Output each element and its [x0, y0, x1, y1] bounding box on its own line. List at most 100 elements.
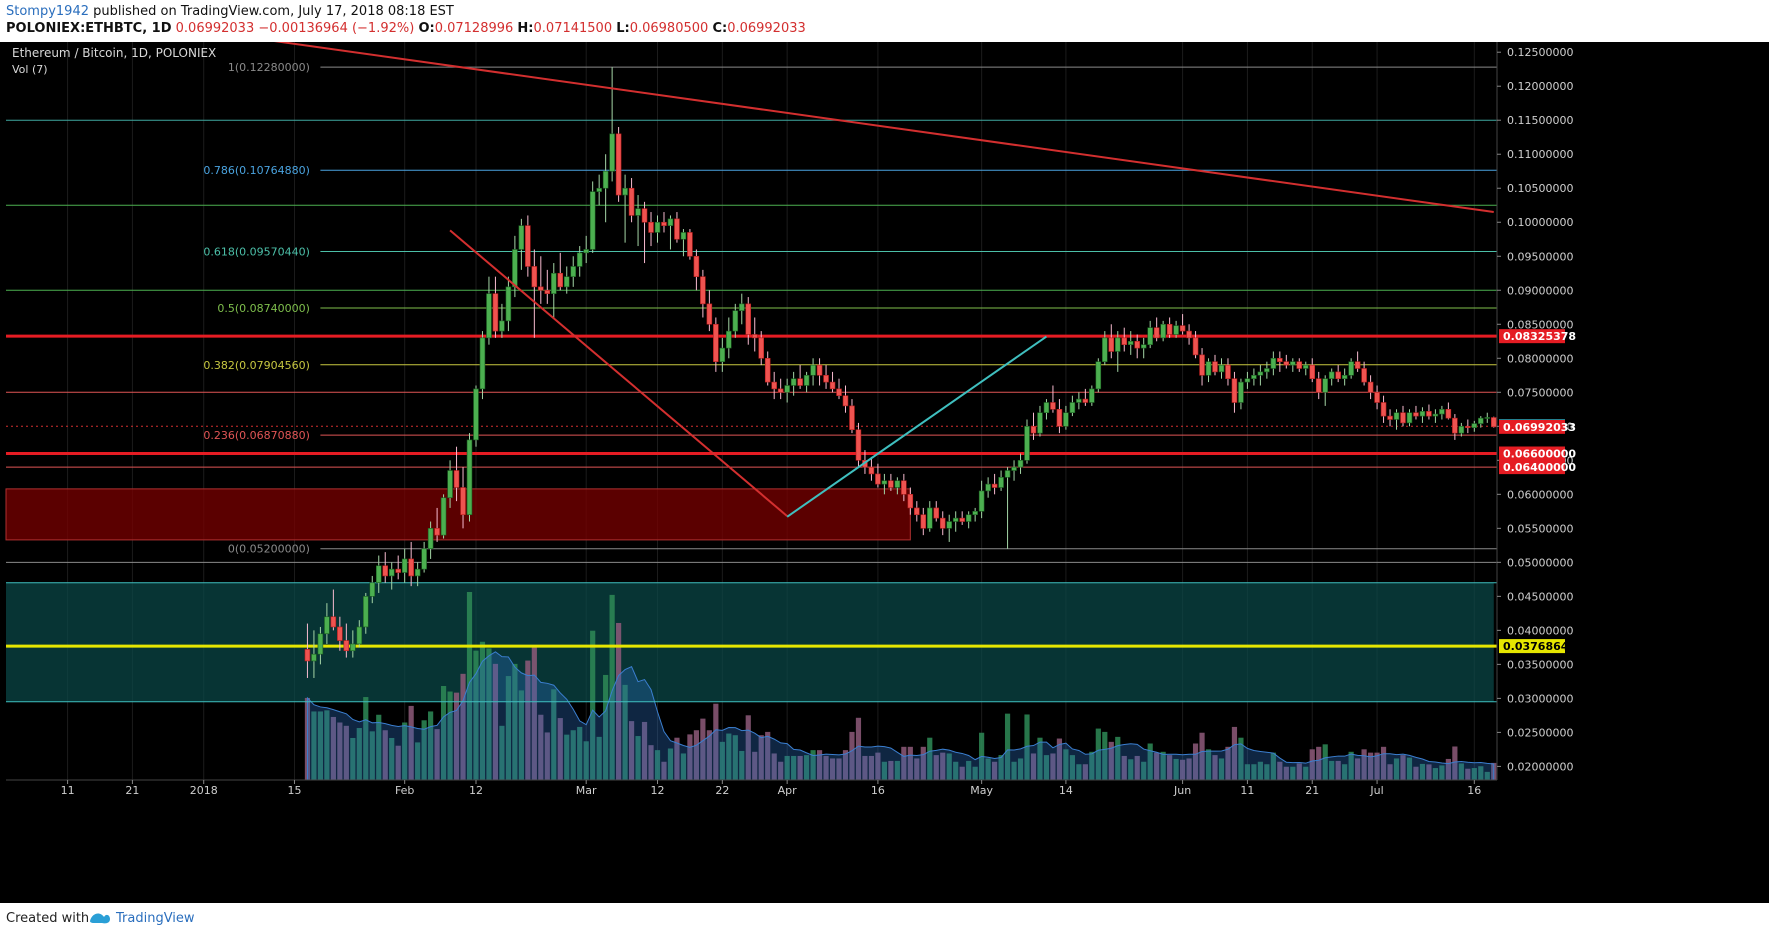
candle-down — [557, 272, 564, 288]
volume-bar — [868, 755, 875, 780]
volume-bar — [933, 755, 939, 780]
volume-bar — [901, 746, 907, 780]
volume-bar — [1264, 764, 1270, 780]
candle-down — [1166, 323, 1173, 335]
candle-up — [414, 568, 421, 577]
price-axis-label: 0.02000000 — [1507, 760, 1573, 773]
candle-up — [1419, 411, 1426, 417]
candle-up — [499, 320, 505, 332]
candle-up — [1406, 412, 1413, 424]
candle-down — [330, 616, 337, 628]
tradingview-logo-icon — [90, 913, 110, 924]
volume-bar — [1043, 755, 1050, 780]
volume-bar — [842, 750, 849, 780]
volume-bar — [1037, 737, 1043, 780]
volume-bar — [1380, 746, 1387, 780]
volume-bar — [719, 741, 725, 780]
candle-up — [732, 310, 739, 332]
candle-up — [1302, 364, 1309, 369]
candle-up — [1011, 466, 1017, 471]
volume-bar — [791, 755, 797, 780]
price-axis-label: 0.04000000 — [1507, 624, 1573, 637]
volume-bar — [1017, 758, 1024, 780]
volume-bar — [953, 761, 959, 780]
volume-bar — [1082, 764, 1088, 780]
high-value: 0.07141500 — [533, 21, 613, 36]
candle-down — [1335, 371, 1341, 379]
volume-bar — [1361, 749, 1367, 780]
volume-bar — [1257, 761, 1263, 780]
time-axis-label: Jun — [1173, 784, 1191, 797]
volume-bar — [1102, 731, 1108, 780]
zone-rectangle — [5, 488, 911, 541]
volume-bar — [732, 735, 738, 780]
candle-down — [797, 378, 803, 386]
candle-up — [1439, 408, 1445, 415]
candle-up — [1160, 323, 1166, 339]
volume-bar — [1290, 766, 1296, 780]
candle-up — [1102, 337, 1108, 362]
candle-up — [1115, 337, 1121, 352]
candle-up — [803, 374, 810, 386]
zone-rectangle — [6, 582, 1494, 702]
volume-bar — [389, 737, 395, 780]
author-link[interactable]: Stompy1942 — [6, 4, 89, 19]
candle-down — [1400, 412, 1406, 424]
price-axis-label: 0.07500000 — [1507, 386, 1573, 399]
volume-bar — [583, 741, 589, 780]
volume-bar — [778, 761, 784, 780]
price-tag-label: 0.06600000 — [1503, 448, 1576, 461]
volume-bar — [466, 592, 473, 780]
candle-down — [1315, 378, 1322, 393]
candle-down — [829, 381, 836, 390]
volume-bar — [1367, 752, 1374, 780]
candle-down — [706, 303, 713, 325]
volume-bar — [855, 717, 862, 780]
volume-bar — [382, 730, 388, 780]
candle-up — [726, 330, 732, 349]
volume-bar — [1309, 749, 1315, 780]
price-axis-label: 0.05500000 — [1507, 522, 1573, 535]
candle-up — [1043, 402, 1050, 414]
candle-down — [1490, 417, 1497, 428]
candle-down — [538, 286, 544, 291]
candle-up — [609, 133, 615, 172]
volume-bar — [570, 730, 576, 780]
volume-bar — [343, 725, 349, 780]
price-chart[interactable]: 1(0.12280000) 0.786(0.10764880) 0.618(0.09… — [0, 42, 1769, 903]
price-tag-label: 0.08325378 — [1503, 330, 1576, 343]
volume-bar — [551, 689, 557, 780]
candle-down — [1361, 368, 1367, 383]
volume-bar — [415, 742, 421, 780]
candle-up — [635, 208, 641, 216]
volume-bar — [577, 726, 583, 780]
time-axis-label: 15 — [287, 784, 301, 797]
volume-bar — [531, 645, 537, 780]
volume-bar — [492, 663, 499, 780]
candle-up — [401, 558, 408, 573]
candle-up — [1063, 412, 1069, 427]
volume-bar — [1173, 758, 1179, 780]
volume-bar — [1121, 755, 1127, 780]
created-with-label: Created with — [6, 911, 90, 926]
volume-bar — [337, 722, 343, 780]
price-tag — [1499, 460, 1565, 475]
candle-down — [1231, 378, 1238, 403]
volume-bar — [512, 663, 518, 780]
candle-down — [395, 568, 401, 573]
volume-bar — [499, 725, 505, 780]
candle-up — [985, 483, 991, 492]
symbol-label: POLONIEX:ETHBTC, 1D — [6, 21, 172, 36]
volume-bar — [1406, 757, 1413, 780]
volume-bar — [1277, 761, 1283, 780]
volume-bar — [758, 735, 764, 780]
candle-down — [855, 429, 862, 461]
candle-down — [304, 649, 311, 662]
candle-down — [544, 289, 551, 294]
tradingview-brand[interactable]: TradingView — [116, 911, 195, 926]
volume-bar — [823, 755, 829, 780]
volume-bar — [1004, 713, 1011, 780]
price-axis-label: 0.12000000 — [1507, 80, 1573, 93]
volume-bar — [745, 715, 751, 780]
fib-level-label: 0.382(0.07904560) — [203, 359, 310, 372]
